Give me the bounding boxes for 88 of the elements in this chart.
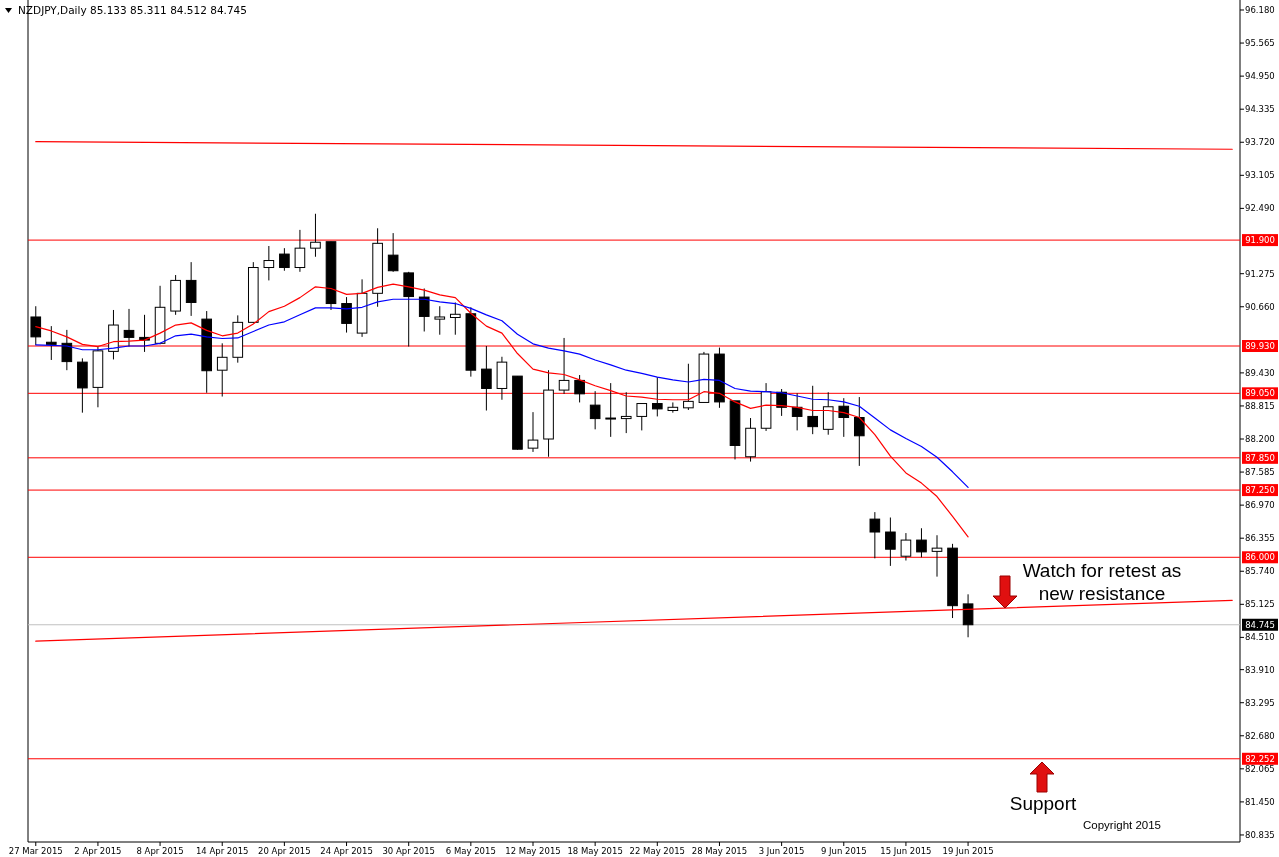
candlestick: [822, 391, 834, 436]
candlestick: [527, 411, 539, 453]
x-tick-label: 2 Apr 2015: [74, 846, 122, 856]
candlestick: [418, 287, 430, 332]
ref-line-label: 89.930: [1245, 340, 1275, 351]
ref-line-label: 89.050: [1245, 388, 1275, 399]
annotation: Support: [1009, 793, 1077, 814]
candlestick: [636, 403, 648, 431]
y-tick-label: 86.970: [1245, 500, 1275, 511]
y-tick-label: 83.910: [1245, 664, 1275, 675]
y-tick-label: 82.680: [1245, 730, 1275, 741]
candlestick: [279, 247, 290, 272]
candlestick: [589, 390, 601, 430]
candlestick: [216, 342, 228, 398]
candlestick: [869, 511, 881, 559]
candlestick: [620, 391, 632, 434]
candlestick: [387, 232, 399, 273]
x-tick-label: 9 Jun 2015: [820, 846, 867, 856]
y-tick-label: 84.510: [1245, 632, 1275, 643]
ref-line-label: 87.250: [1245, 485, 1275, 496]
candlestick: [294, 229, 306, 273]
y-tick-label: 85.125: [1245, 599, 1275, 610]
y-tick-label: 93.105: [1245, 170, 1275, 181]
y-tick-label: 85.740: [1245, 566, 1275, 577]
candlestick: [962, 593, 974, 638]
ref-line-label: 91.900: [1245, 235, 1275, 246]
x-tick-label: 12 May 2015: [505, 846, 561, 856]
y-tick-label: 96.180: [1245, 4, 1275, 15]
candlestick: [853, 396, 865, 467]
candlestick: [434, 305, 446, 336]
y-tick-label: 89.430: [1245, 367, 1275, 378]
x-tick-label: 20 Apr 2015: [258, 846, 311, 856]
x-tick-label: 24 Apr 2015: [320, 846, 373, 856]
candlestick: [310, 213, 321, 258]
candlestick: [403, 271, 415, 348]
candlestick: [61, 329, 73, 371]
chart-title: NZDJPY,Daily 85.133 85.311 84.512 84.745: [18, 4, 247, 16]
y-tick-label: 95.565: [1245, 38, 1275, 49]
x-tick-label: 19 Jun 2015: [942, 846, 994, 856]
y-tick-label: 92.490: [1245, 203, 1275, 214]
candlestick: [900, 532, 912, 562]
annotation: Watch for retest as new resistance: [1022, 560, 1182, 604]
candlestick: [683, 363, 694, 411]
x-tick-label: 6 May 2015: [445, 846, 496, 856]
candlestick: [931, 534, 943, 578]
y-tick-label: 88.815: [1245, 400, 1275, 411]
y-tick-label: 90.660: [1245, 301, 1275, 312]
x-tick-label: 28 May 2015: [691, 846, 748, 856]
y-tick-label: 93.720: [1245, 137, 1275, 148]
candlestick: [574, 374, 585, 403]
candlestick: [449, 301, 461, 336]
annotation: Copyright 2015: [1083, 819, 1161, 831]
candlestick: [558, 337, 570, 395]
y-tick-label: 83.295: [1245, 697, 1275, 708]
ref-line-label: 87.850: [1245, 452, 1275, 463]
y-tick-label: 80.835: [1245, 829, 1275, 840]
x-tick-label: 8 Apr 2015: [136, 846, 184, 856]
y-tick-label: 81.450: [1245, 796, 1275, 807]
x-tick-label: 22 May 2015: [629, 846, 686, 856]
y-tick-label: 91.275: [1245, 268, 1275, 279]
x-tick-label: 15 Jun 2015: [880, 846, 932, 856]
candlestick: [916, 527, 927, 558]
candlestick: [123, 308, 135, 348]
candlestick: [481, 345, 492, 412]
x-tick-label: 18 May 2015: [567, 846, 623, 856]
candlestick: [185, 261, 197, 317]
y-tick-label: 86.355: [1245, 533, 1275, 544]
ref-line-label: 82.252: [1245, 753, 1275, 764]
y-tick-label: 82.065: [1245, 763, 1275, 774]
y-tick-label: 94.950: [1245, 71, 1275, 82]
ref-line-label: 86.000: [1245, 552, 1275, 563]
candlestick: [341, 296, 352, 334]
candlestick: [45, 325, 57, 361]
x-tick-label: 27 Mar 2015: [8, 846, 63, 856]
candlestick: [651, 376, 663, 417]
candlestick: [807, 385, 819, 435]
ref-line-label: 84.745: [1245, 619, 1275, 630]
candlestick: [263, 245, 275, 281]
candlestick: [885, 517, 896, 567]
y-tick-label: 94.335: [1245, 104, 1275, 115]
y-tick-label: 87.585: [1245, 467, 1275, 478]
candlestick: [605, 382, 617, 438]
x-tick-label: 30 Apr 2015: [382, 846, 435, 856]
x-tick-label: 14 Apr 2015: [195, 846, 249, 856]
candlestick: [791, 392, 803, 431]
line-series: [35, 298, 969, 488]
x-tick-label: 3 Jun 2015: [758, 846, 805, 856]
y-tick-label: 88.200: [1245, 433, 1275, 444]
